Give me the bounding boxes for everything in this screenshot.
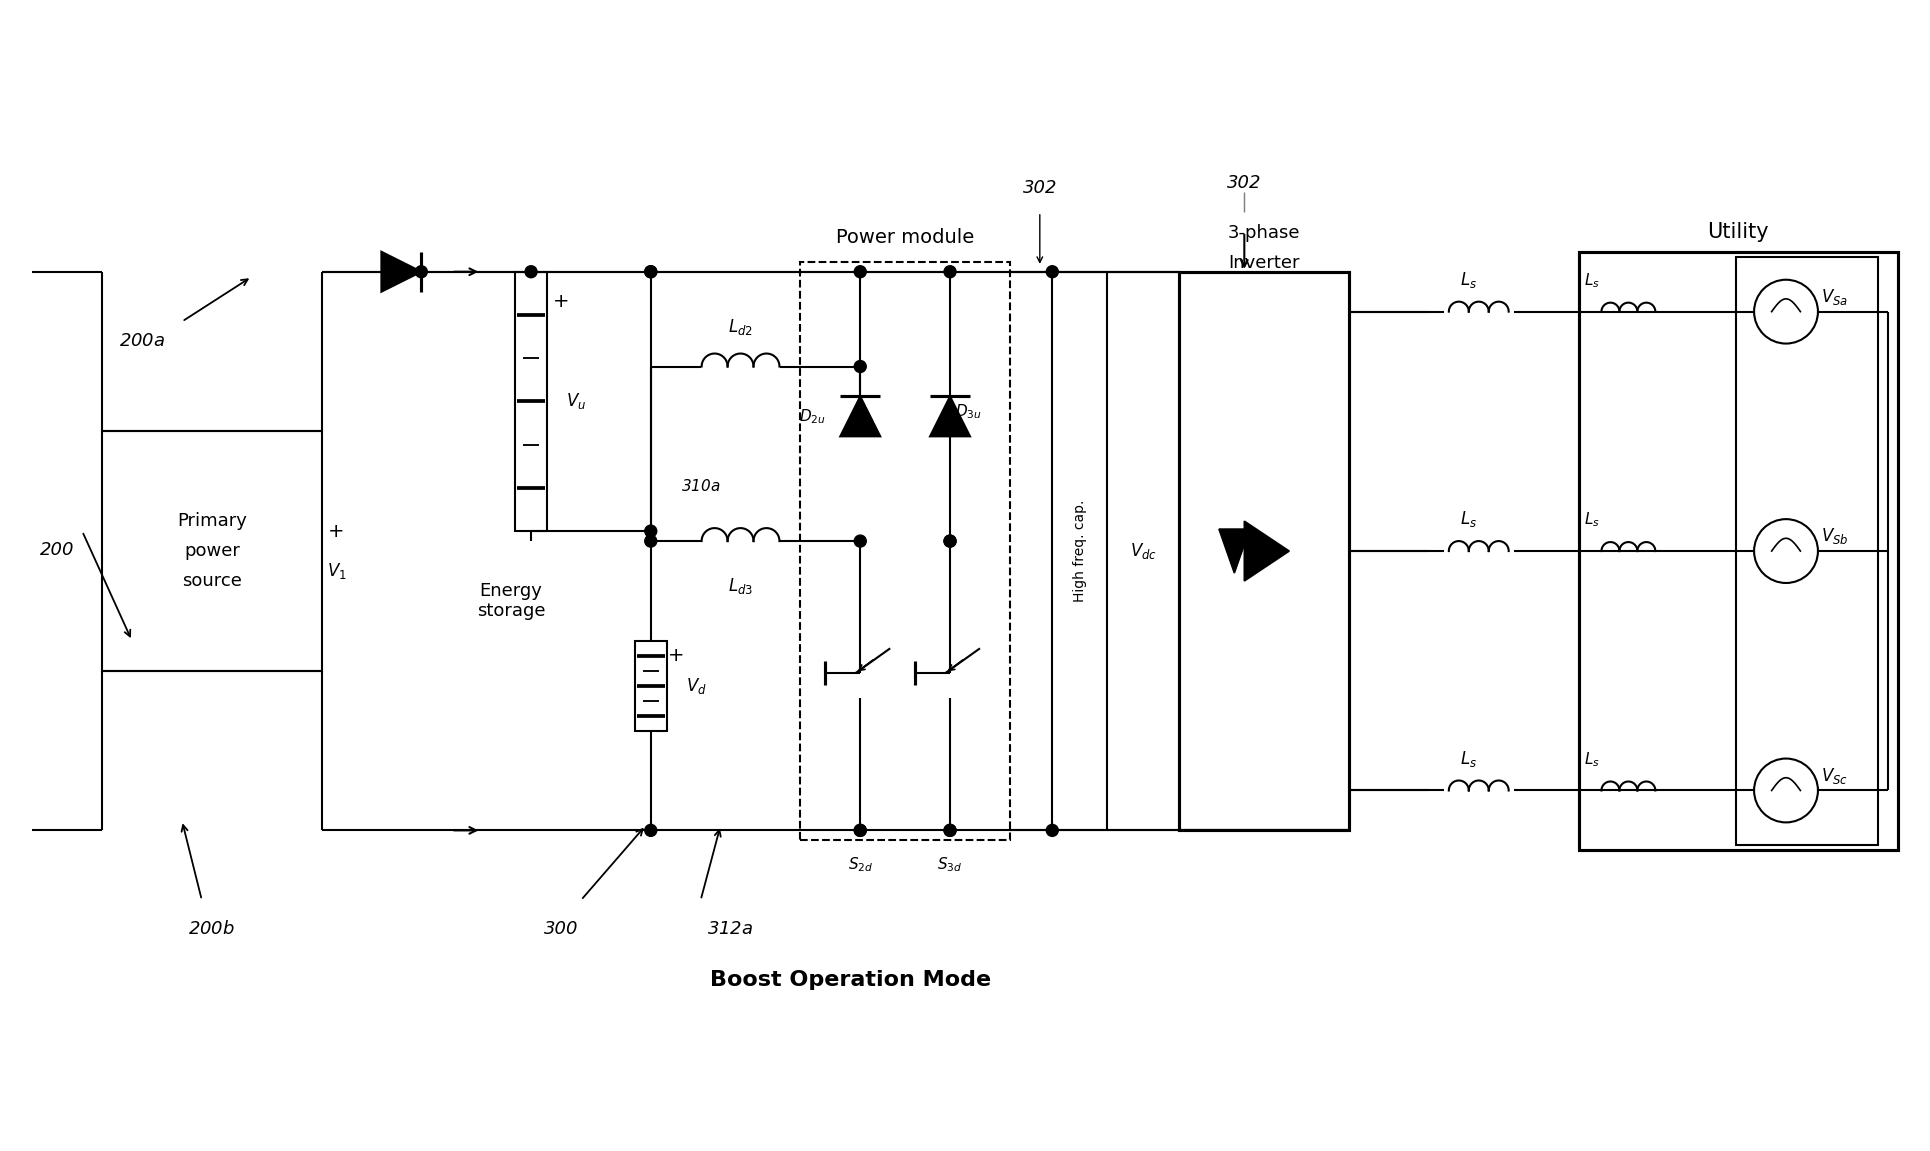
Circle shape [645,266,656,277]
Text: $V_u$: $V_u$ [565,391,587,411]
Text: 302: 302 [1023,178,1058,197]
Text: 302: 302 [1227,174,1262,192]
Text: $V_{Sb}$: $V_{Sb}$ [1820,526,1849,546]
Bar [515,272,546,531]
Text: Energy
storage: Energy storage [477,581,546,620]
Text: 200: 200 [41,541,75,559]
Circle shape [855,535,867,547]
Text: power: power [183,542,239,561]
Circle shape [855,360,867,373]
Text: $L_s$: $L_s$ [1461,748,1476,769]
Text: 312$a$: 312$a$ [708,920,755,938]
Circle shape [944,824,955,837]
Text: $V_d$: $V_d$ [685,676,706,695]
Circle shape [944,535,955,547]
Circle shape [415,266,427,277]
Text: $L_s$: $L_s$ [1461,269,1476,290]
Text: $L_s$: $L_s$ [1583,510,1600,529]
Text: $S_{2d}$: $S_{2d}$ [847,855,872,874]
Text: 200$a$: 200$a$ [120,331,166,350]
Circle shape [645,266,656,277]
Circle shape [645,824,656,837]
Text: Boost Operation Mode: Boost Operation Mode [710,970,990,990]
Circle shape [855,824,867,837]
Circle shape [855,266,867,277]
Bar [1052,272,1108,830]
Text: source: source [181,572,241,590]
Circle shape [525,266,537,277]
Circle shape [1046,824,1058,837]
Bar [801,261,1009,840]
Text: $L_s$: $L_s$ [1583,270,1600,290]
Text: 200$b$: 200$b$ [189,920,235,938]
Text: High freq. cap.: High freq. cap. [1073,500,1087,602]
Circle shape [944,824,955,837]
Polygon shape [930,396,971,436]
Circle shape [645,525,656,538]
Text: 300: 300 [544,920,579,938]
Bar [1737,257,1878,845]
Text: $D_{2u}$: $D_{2u}$ [799,407,826,426]
Text: Utility: Utility [1708,222,1770,242]
Text: Inverter: Inverter [1229,253,1301,272]
Circle shape [645,535,656,547]
Text: Primary: Primary [178,512,247,531]
Text: 3-phase: 3-phase [1227,223,1301,242]
Text: $L_{d3}$: $L_{d3}$ [728,576,753,596]
Circle shape [944,535,955,547]
Text: $V_{Sc}$: $V_{Sc}$ [1820,765,1847,785]
Text: $V_{dc}$: $V_{dc}$ [1129,541,1156,561]
Polygon shape [1220,529,1251,573]
Circle shape [855,824,867,837]
Text: +: + [668,647,683,665]
Text: $D_{3u}$: $D_{3u}$ [955,402,982,421]
Text: +: + [328,521,345,541]
Text: $S_{3d}$: $S_{3d}$ [938,855,963,874]
Bar [1179,272,1349,830]
Text: $L_{d2}$: $L_{d2}$ [728,317,753,336]
Bar [1579,252,1897,851]
Text: $V_1$: $V_1$ [326,561,345,581]
Circle shape [1046,266,1058,277]
Text: 310$a$: 310$a$ [681,478,720,494]
Polygon shape [382,252,421,291]
Circle shape [944,266,955,277]
Polygon shape [1245,521,1289,581]
Bar [635,641,666,731]
Text: Power module: Power module [836,228,975,246]
Bar [102,432,322,671]
Text: $V_{Sa}$: $V_{Sa}$ [1820,287,1849,306]
Text: $L_s$: $L_s$ [1583,749,1600,769]
Text: +: + [552,292,569,311]
Polygon shape [840,396,880,436]
Text: $L_s$: $L_s$ [1461,509,1476,529]
